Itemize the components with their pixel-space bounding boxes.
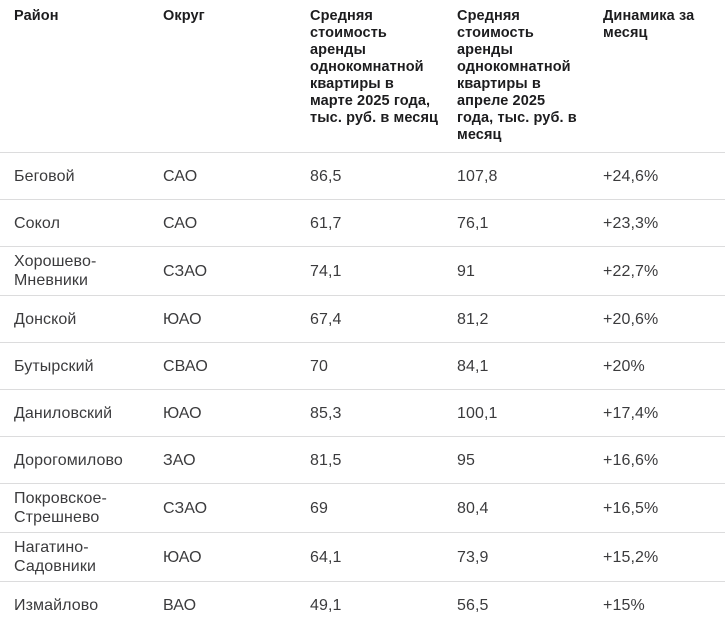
cell-dynamics: +20,6% <box>603 296 725 343</box>
cell-march_price: 86,5 <box>310 153 457 200</box>
cell-okrug: ЗАО <box>163 437 310 484</box>
cell-okrug: СЗАО <box>163 484 310 533</box>
cell-april_price: 80,4 <box>457 484 603 533</box>
cell-dynamics: +24,6% <box>603 153 725 200</box>
cell-april_price: 76,1 <box>457 200 603 247</box>
cell-dynamics: +16,6% <box>603 437 725 484</box>
cell-dynamics: +16,5% <box>603 484 725 533</box>
cell-march_price: 70 <box>310 343 457 390</box>
column-header-okrug: Округ <box>163 0 310 153</box>
cell-dynamics: +15,2% <box>603 533 725 582</box>
column-header-district: Район <box>0 0 163 153</box>
cell-district: Хорошево-Мневники <box>0 247 163 296</box>
table-header: Район Округ Средняя стоимость аренды одн… <box>0 0 725 153</box>
cell-district: Беговой <box>0 153 163 200</box>
cell-dynamics: +17,4% <box>603 390 725 437</box>
cell-okrug: СВАО <box>163 343 310 390</box>
cell-april_price: 84,1 <box>457 343 603 390</box>
cell-april_price: 56,5 <box>457 582 603 628</box>
cell-district: Дорогомилово <box>0 437 163 484</box>
cell-march_price: 64,1 <box>310 533 457 582</box>
cell-district: Нагатино-Садовники <box>0 533 163 582</box>
column-header-march-price: Средняя стоимость аренды однокомнатной к… <box>310 0 457 153</box>
cell-march_price: 49,1 <box>310 582 457 628</box>
cell-district: Покровское-Стрешнево <box>0 484 163 533</box>
cell-march_price: 81,5 <box>310 437 457 484</box>
cell-okrug: СЗАО <box>163 247 310 296</box>
cell-dynamics: +22,7% <box>603 247 725 296</box>
cell-dynamics: +20% <box>603 343 725 390</box>
cell-okrug: ЮАО <box>163 390 310 437</box>
cell-march_price: 85,3 <box>310 390 457 437</box>
column-header-april-price: Средняя стоимость аренды однокомнатной к… <box>457 0 603 153</box>
column-header-dynamics: Динамика за месяц <box>603 0 725 153</box>
cell-district: Сокол <box>0 200 163 247</box>
cell-march_price: 69 <box>310 484 457 533</box>
cell-district: Бутырский <box>0 343 163 390</box>
cell-march_price: 61,7 <box>310 200 457 247</box>
cell-okrug: ЮАО <box>163 533 310 582</box>
cell-april_price: 91 <box>457 247 603 296</box>
cell-april_price: 81,2 <box>457 296 603 343</box>
cell-april_price: 95 <box>457 437 603 484</box>
cell-march_price: 74,1 <box>310 247 457 296</box>
cell-march_price: 67,4 <box>310 296 457 343</box>
cell-district: Даниловский <box>0 390 163 437</box>
table-header-row: Район Округ Средняя стоимость аренды одн… <box>0 0 725 153</box>
cell-april_price: 100,1 <box>457 390 603 437</box>
cell-okrug: САО <box>163 200 310 247</box>
cell-dynamics: +15% <box>603 582 725 628</box>
cell-okrug: ЮАО <box>163 296 310 343</box>
cell-district: Измайлово <box>0 582 163 628</box>
cell-okrug: ВАО <box>163 582 310 628</box>
cell-okrug: САО <box>163 153 310 200</box>
cell-dynamics: +23,3% <box>603 200 725 247</box>
cell-april_price: 107,8 <box>457 153 603 200</box>
cell-april_price: 73,9 <box>457 533 603 582</box>
cell-district: Донской <box>0 296 163 343</box>
